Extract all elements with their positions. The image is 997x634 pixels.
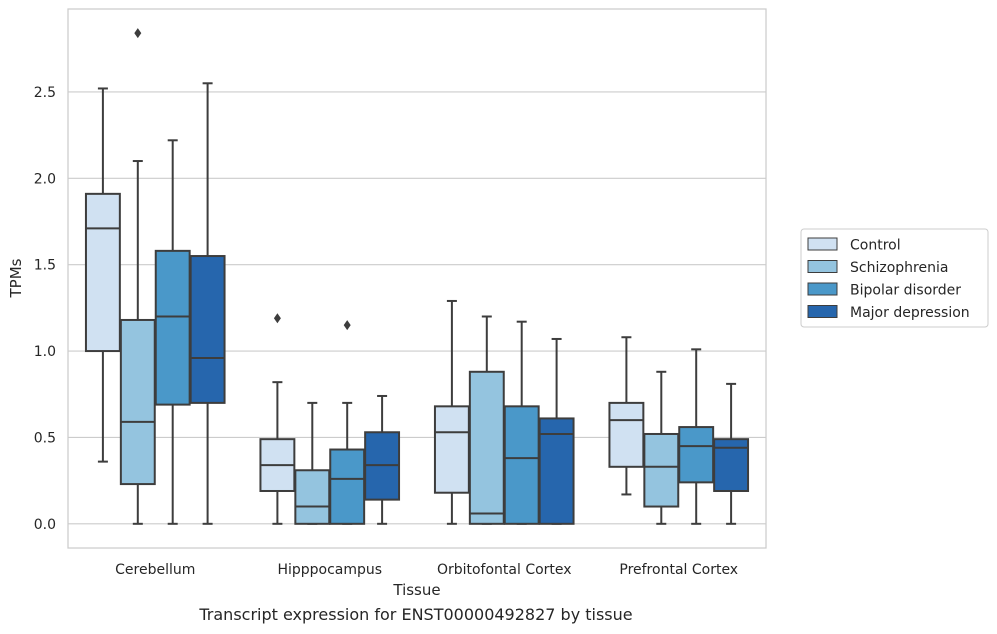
box-group [189, 82, 226, 525]
box-iqr [154, 249, 191, 406]
box-group [119, 28, 156, 525]
boxes [84, 28, 750, 525]
x-tick-label: Hipppocampus [277, 562, 382, 578]
box-iqr [119, 318, 156, 486]
box-group [713, 382, 750, 525]
legend-label: Control [850, 238, 901, 254]
box-group [84, 87, 121, 463]
outlier-point [273, 313, 281, 324]
box-group [503, 320, 540, 525]
box-group [678, 348, 715, 525]
legend-swatch [807, 282, 838, 296]
box-iqr [538, 417, 575, 525]
plot-frame [67, 8, 767, 549]
box-iqr [84, 192, 121, 353]
x-tick-label: Cerebellum [115, 562, 195, 578]
x-axis-label: Tissue [392, 581, 440, 599]
y-tick-label: 0.0 [34, 517, 56, 533]
y-axis-label: TPMs [7, 258, 25, 298]
y-tick-label: 1.5 [34, 258, 56, 274]
box-iqr [468, 370, 505, 525]
outlier-point [343, 320, 351, 331]
box-iqr [643, 432, 680, 508]
legend-swatch [807, 305, 838, 318]
box-iqr [608, 401, 645, 468]
box-iqr [294, 469, 331, 525]
chart-caption: Transcript expression for ENST0000049282… [199, 605, 633, 624]
y-tick-label: 2.5 [34, 85, 56, 101]
legend-label: Schizophrenia [850, 260, 948, 276]
box-iqr [433, 405, 470, 494]
box-group [608, 336, 645, 496]
box-group [294, 401, 331, 525]
y-tick-label: 1.0 [34, 344, 56, 360]
legend-label: Major depression [850, 305, 970, 321]
box-group [259, 313, 296, 525]
box-group [364, 394, 401, 525]
box-group [433, 299, 470, 525]
legend-swatch [807, 260, 838, 273]
legend-frame [800, 228, 989, 328]
y-tick-label: 0.5 [34, 430, 56, 446]
box-iqr [678, 426, 715, 484]
x-tick-labels: Cerebellum Hipppocampus Orbitofontal Corte… [115, 562, 738, 578]
x-tick-label: Prefrontal Cortex [619, 562, 738, 578]
box-iqr [189, 255, 226, 404]
y-tick-labels: 0.0 0.5 1.0 1.5 2.0 2.5 [34, 85, 56, 533]
y-tick-label: 2.0 [34, 171, 56, 187]
legend-label: Bipolar disorder [850, 283, 961, 299]
box-iqr [329, 448, 366, 525]
outlier-point [134, 28, 142, 39]
legend-swatch [807, 237, 838, 251]
box-group [538, 337, 575, 525]
box-group [643, 370, 680, 525]
box-group [329, 320, 366, 525]
box-iqr [503, 405, 540, 525]
box-group [468, 315, 505, 525]
x-tick-label: Orbitofontal Cortex [437, 562, 572, 578]
legend: Control Schizophrenia Bipolar disorder Majo… [800, 228, 989, 328]
box-group [154, 139, 191, 525]
